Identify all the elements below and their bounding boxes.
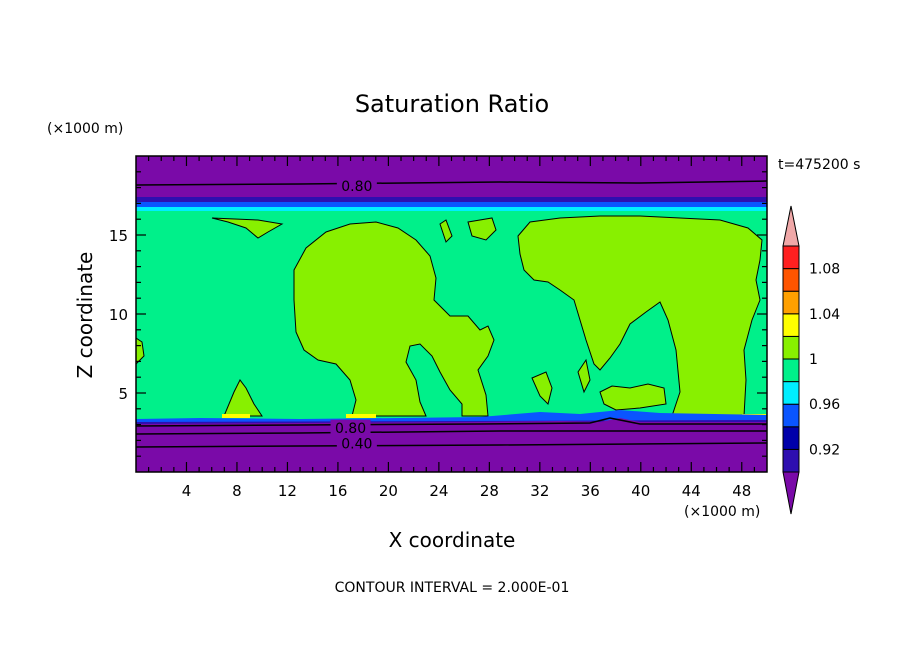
colorbar-swatch — [782, 245, 800, 270]
x-tick-label: 20 — [379, 482, 398, 500]
plume-region — [517, 215, 763, 417]
contour-line-0.40 — [136, 442, 767, 448]
yellow-spot — [222, 414, 250, 418]
plume-region — [577, 358, 591, 394]
colorbar-label: 1 — [809, 352, 818, 368]
colorbar-max-arrow — [782, 205, 800, 247]
x-tick-label: 40 — [631, 482, 650, 500]
plume-region — [223, 379, 263, 417]
colorbar-swatch — [782, 358, 800, 383]
contour-line-0.80-bottom — [136, 417, 767, 427]
x-tick-label: 48 — [732, 482, 751, 500]
y-axis-unit: (×1000 m) — [47, 121, 123, 137]
x-tick-label: 8 — [232, 482, 242, 500]
x-tick-label: 32 — [530, 482, 549, 500]
colorbar-swatch — [782, 448, 800, 473]
plume-region — [467, 217, 497, 241]
plume-region — [293, 221, 495, 417]
contour-label: 0.80 — [335, 421, 366, 437]
x-tick-label: 24 — [429, 482, 448, 500]
contour-label: 0.80 — [341, 179, 372, 195]
contour-label-bg — [336, 435, 377, 450]
colorbar-label: 0.96 — [809, 397, 840, 413]
x-tick-label: 4 — [182, 482, 192, 500]
top-darkblue-band — [136, 197, 767, 202]
colorbar: 0.92 0.96 1 1.04 1.08 — [782, 205, 840, 515]
contour-label-bg — [336, 178, 377, 193]
colorbar-swatch — [782, 426, 800, 450]
top-blue-band — [136, 202, 767, 207]
x-tick-label: 36 — [581, 482, 600, 500]
colorbar-swatch — [782, 268, 800, 292]
y-axis-label: Z coordinate — [73, 252, 97, 379]
x-tick-label: 44 — [682, 482, 701, 500]
plume-region — [211, 217, 284, 239]
top-purple-layer — [136, 156, 767, 197]
colorbar-swatch — [782, 335, 800, 360]
plume-region — [136, 337, 145, 365]
contour-label: 0.40 — [341, 437, 372, 453]
colorbar-label: 1.08 — [809, 262, 840, 278]
colorbar-swatch — [782, 290, 800, 315]
colorbar-swatch — [782, 313, 800, 337]
colorbar-label: 0.92 — [809, 442, 840, 458]
x-axis-label: X coordinate — [389, 528, 516, 552]
yellow-spot — [346, 414, 376, 418]
contour-label-bg — [330, 419, 371, 434]
colorbar-min-arrow — [782, 471, 800, 515]
x-tick-label: 28 — [480, 482, 499, 500]
top-cyan-band — [136, 207, 767, 211]
chart-title: Saturation Ratio — [355, 90, 549, 118]
plot-area: 0.800.800.40 — [135, 155, 768, 473]
y-tick-label: 5 — [118, 385, 128, 403]
x-tick-label: 12 — [278, 482, 297, 500]
plume-region — [439, 219, 453, 243]
plume-region — [599, 383, 667, 411]
x-tick-label: 16 — [328, 482, 347, 500]
x-axis-unit: (×1000 m) — [684, 504, 760, 520]
y-tick-label: 15 — [109, 227, 128, 245]
colorbar-swatch — [782, 403, 800, 428]
contour-line-0.80-top — [136, 180, 767, 186]
colorbar-label: 1.04 — [809, 307, 840, 323]
plume-region — [531, 371, 553, 405]
colorbar-swatch — [782, 381, 800, 405]
time-label: t=475200 s — [778, 157, 860, 173]
y-tick-label: 10 — [109, 306, 128, 324]
contour-interval-note: CONTOUR INTERVAL = 2.000E-01 — [335, 580, 570, 596]
contour-line-0.80-lower — [136, 430, 767, 435]
